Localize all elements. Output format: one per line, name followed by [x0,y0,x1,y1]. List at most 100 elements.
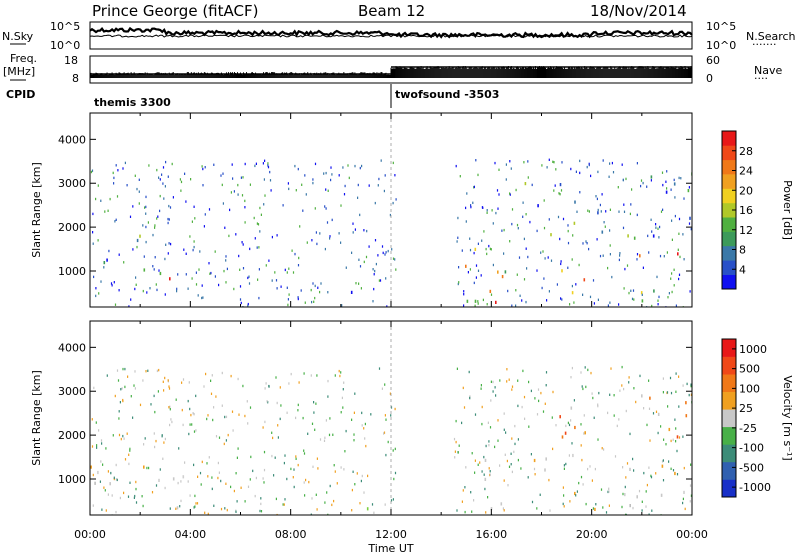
sparse-cell [158,176,160,179]
sparse-cell [671,272,673,275]
sparse-cell [92,473,94,477]
data-cell [169,277,171,281]
sparse-cell [611,161,613,165]
sparse-cell [279,386,281,389]
colorbar-tick-label: -500 [739,461,764,474]
sparse-cell [348,176,350,180]
sparse-cell [339,374,341,378]
sparse-cell [372,300,374,303]
sparse-cell [277,436,279,439]
sparse-cell [112,171,114,175]
data-cell [649,396,651,400]
sparse-cell [383,432,385,435]
sparse-cell [578,481,580,485]
sparse-cell [156,369,158,373]
sparse-cell [489,473,491,476]
sparse-cell [102,463,104,466]
sparse-cell [457,216,459,220]
sparse-cell [169,507,171,510]
sparse-cell [648,407,651,410]
sparse-cell [481,405,483,409]
sparse-cell [129,481,131,484]
sparse-cell [198,268,200,271]
sparse-cell [276,234,278,237]
sparse-cell [525,247,527,250]
sparse-cell [632,457,634,461]
sparse-cell [672,438,674,441]
sparse-cell [590,371,592,375]
sparse-cell [578,263,580,267]
sparse-cell [361,424,363,427]
sparse-cell [394,471,397,475]
sparse-cell [333,464,335,467]
sparse-cell [331,218,333,222]
sparse-cell [522,369,524,373]
sparse-cell [631,297,634,301]
sparse-cell [194,217,196,220]
sparse-cell [670,439,672,443]
sparse-cell [275,376,277,379]
sparse-cell [601,447,603,450]
velocity-colorbar-label: Velocity [m s⁻¹] [781,375,794,460]
sparse-cell [645,490,647,493]
sparse-cell [509,192,511,195]
sparse-cell [489,470,491,473]
sparse-cell [531,500,534,504]
sparse-cell [238,413,240,416]
sparse-cell [682,497,684,501]
sparse-cell [290,372,292,376]
sparse-cell [240,301,242,305]
sparse-cell [302,209,304,212]
sparse-cell [181,408,183,412]
sparse-cell [661,171,664,174]
sparse-cell [559,193,561,196]
sparse-cell [93,275,95,279]
sparse-cell [351,509,353,512]
sparse-cell [247,276,249,280]
sparse-cell [110,282,113,285]
colorbar-swatch [722,339,736,357]
sparse-cell [389,213,391,217]
sparse-cell [153,268,155,271]
sparse-cell [299,225,301,228]
sparse-cell [662,377,664,380]
sparse-cell [567,224,569,227]
sparse-cell [670,467,672,470]
velocity-heatmap [90,321,692,515]
sparse-cell [648,251,650,254]
sparse-cell [536,269,538,272]
sparse-cell [473,281,475,285]
sparse-cell [196,502,199,505]
sparse-cell [363,491,365,494]
sparse-cell [516,273,518,276]
colorbar-tick-label: -1000 [739,481,771,494]
data-cell [94,481,96,485]
sparse-cell [505,178,507,181]
colorbar-swatch [722,202,736,218]
sparse-cell [287,182,289,185]
sparse-cell [305,193,307,196]
sparse-cell [113,281,115,284]
sparse-cell [97,239,99,242]
sparse-cell [477,300,479,303]
sparse-cell [300,289,302,292]
sparse-cell [458,266,460,269]
sparse-cell [649,439,651,442]
data-cell [490,507,493,511]
sparse-cell [511,437,513,440]
sparse-cell [598,391,600,395]
sparse-cell [498,168,500,171]
sparse-cell [325,188,327,191]
sparse-cell [503,479,505,482]
sparse-cell [265,264,267,267]
sparse-cell [103,486,105,489]
sparse-cell [586,165,588,169]
freq-trace [89,66,692,78]
sparse-cell [91,445,94,448]
sparse-cell [529,220,531,224]
sparse-cell [569,500,571,503]
cpid-segment-twofsound: twofsound -3503 [395,88,499,101]
sparse-cell [367,474,369,478]
data-cell [90,465,92,469]
sparse-cell [212,418,214,422]
